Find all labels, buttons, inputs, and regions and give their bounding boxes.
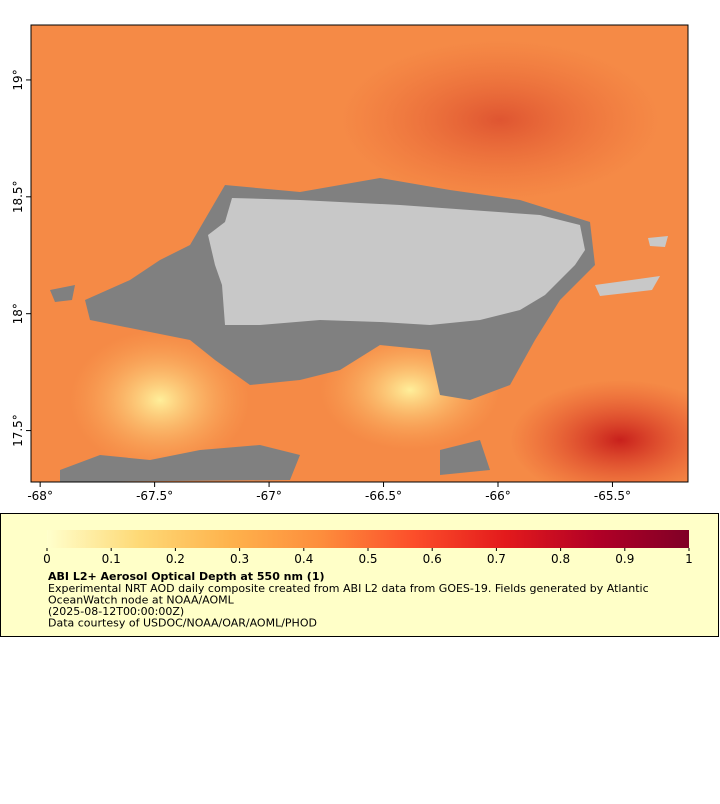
x-tick-label: -68° [27, 489, 53, 503]
caption-title: ABI L2+ Aerosol Optical Depth at 550 nm … [48, 570, 325, 583]
x-tick-label: -66.5° [365, 489, 402, 503]
colorbar-tick-label: 1 [685, 552, 693, 566]
map-image [31, 25, 688, 482]
y-tick-label: 17.5° [11, 414, 25, 447]
caption-line: OceanWatch node at NOAA/AOML [48, 594, 235, 607]
caption-line: Data courtesy of USDOC/NOAA/OAR/AOML/PHO… [48, 617, 317, 630]
colorbar-tick-label: 0.8 [551, 552, 570, 566]
colorbar-tick-label: 0.5 [358, 552, 377, 566]
colorbar-tick-label: 0.3 [230, 552, 249, 566]
colorbar [47, 530, 689, 548]
colorbar-tick-label: 0.7 [487, 552, 506, 566]
x-tick-label: -67° [256, 489, 282, 503]
caption-line: (2025-08-12T00:00:00Z) [48, 605, 184, 618]
map-frame [30, 24, 689, 483]
colorbar-tick-label: 0 [43, 552, 51, 566]
y-tick-label: 18.5° [11, 180, 25, 213]
caption-line: Experimental NRT AOD daily composite cre… [48, 582, 649, 595]
y-tick-label: 18° [11, 303, 25, 324]
colorbar-tick-label: 0.2 [166, 552, 185, 566]
colorbar-tick-label: 0.6 [423, 552, 442, 566]
colorbar-tick-label: 0.9 [615, 552, 634, 566]
x-tick-label: -65.5° [594, 489, 631, 503]
colorbar-tick-label: 0.1 [102, 552, 121, 566]
y-tick-label: 19° [11, 69, 25, 90]
colorbar-tick-label: 0.4 [294, 552, 313, 566]
x-tick-label: -67.5° [136, 489, 173, 503]
x-tick-label: -66° [485, 489, 511, 503]
